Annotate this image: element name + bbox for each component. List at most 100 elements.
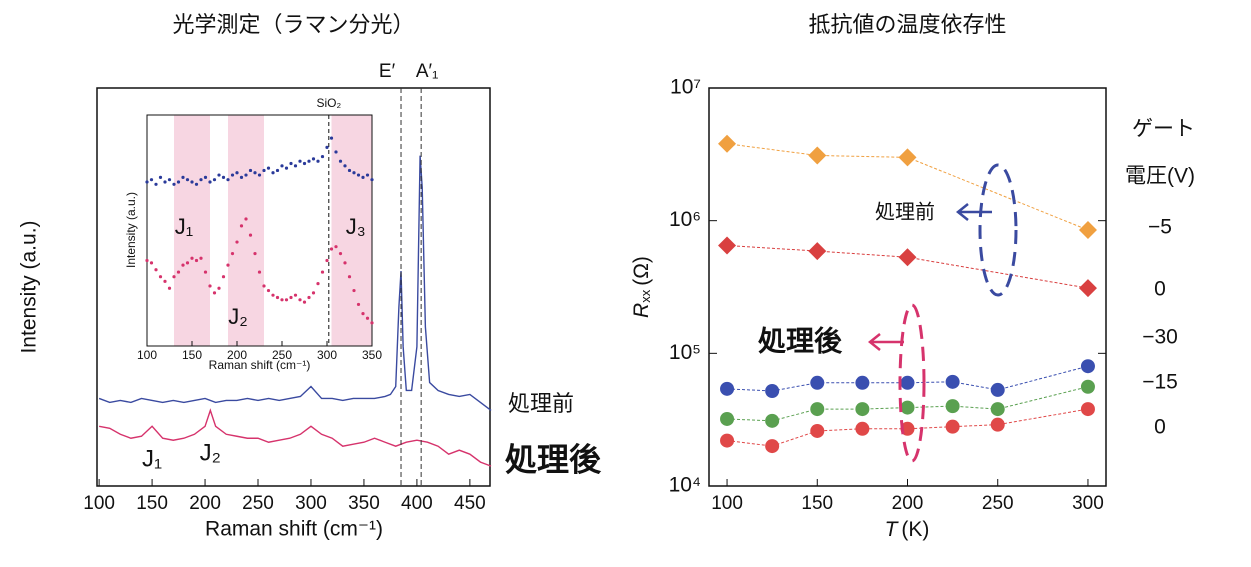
inset-point (320, 154, 325, 159)
inset-point (190, 180, 194, 184)
inset-point (302, 161, 307, 166)
y-tick-label: 10⁷ (670, 76, 701, 99)
inset-point (352, 171, 356, 175)
inset-point (203, 270, 208, 274)
inset-point (212, 178, 217, 182)
inset-point (145, 258, 149, 263)
legend-entry: 0 (1154, 416, 1166, 439)
y-label-unit: (Ω) (630, 256, 653, 286)
band-label: J₂ (228, 304, 248, 329)
inset-point (307, 295, 311, 300)
y-tick-label: 10⁵ (669, 341, 701, 364)
circle-marker (810, 375, 825, 390)
inset-point (185, 261, 190, 265)
inset-point (356, 302, 361, 307)
inset-point (230, 173, 235, 177)
inset-point (275, 168, 280, 173)
inset-point (248, 168, 253, 173)
series-label: 処理前 (508, 391, 574, 416)
inset-point (271, 293, 275, 297)
inset-point (325, 145, 329, 149)
annotation-ellipse (898, 303, 926, 463)
inset-point (167, 286, 172, 290)
x-tick-label: 200 (189, 493, 221, 514)
circle-marker (855, 402, 870, 417)
inset-x-label: Raman shift (cm⁻¹) (209, 358, 311, 372)
inset-point (257, 270, 262, 274)
inset-point (163, 180, 167, 184)
inset-point (208, 180, 212, 184)
inset-point (298, 298, 302, 302)
inset-point (163, 279, 167, 283)
inset-x-tick-label: 250 (272, 348, 292, 362)
x-label-symbol: T (885, 518, 900, 541)
legend-title: ゲート (1132, 118, 1195, 141)
circle-marker (810, 402, 825, 417)
inset-point (275, 295, 280, 300)
band-annotation: J₂ (200, 439, 221, 466)
inset-point (343, 261, 347, 265)
x-tick-label: 350 (348, 493, 380, 514)
series-line (98, 408, 492, 467)
inset-x-tick-label: 150 (182, 348, 202, 362)
x-tick-label: 400 (401, 493, 433, 514)
inset-point (334, 245, 338, 249)
legend-entry: 0 (1154, 278, 1166, 301)
diamond-marker (808, 242, 827, 261)
series-line (727, 365, 1089, 392)
inset-point (347, 275, 352, 279)
inset-point (149, 178, 154, 182)
inset-point (194, 258, 199, 263)
peak-label: A′₁ (416, 61, 439, 82)
circle-marker (945, 374, 960, 389)
inset-point (266, 288, 271, 293)
annotation-ellipse (978, 163, 1018, 297)
y-label-subscript: xx (638, 289, 653, 303)
inset-point (208, 284, 212, 288)
inset-point (176, 180, 181, 184)
inset-point (149, 261, 154, 265)
inset-point (262, 284, 266, 288)
inset-point (181, 263, 185, 267)
x-axis-label: Raman shift (cm⁻¹) (205, 518, 383, 541)
circle-marker (945, 419, 960, 434)
inset-point (365, 173, 370, 177)
inset-point (311, 291, 316, 295)
inset-point (325, 258, 329, 263)
series-line (98, 155, 492, 411)
inset-point (262, 168, 266, 173)
x-tick-label: 300 (1072, 493, 1104, 514)
circle-marker (900, 375, 915, 390)
inset-point (221, 275, 226, 279)
inset-point (154, 182, 158, 186)
diamond-marker (1078, 279, 1097, 298)
inset-point (226, 178, 230, 182)
x-label-unit: (K) (901, 518, 929, 541)
series-line (726, 408, 1089, 447)
inset-point (176, 270, 181, 274)
x-tick-label: 300 (295, 493, 327, 514)
inset-point (194, 182, 199, 186)
annotation: 処理前 (875, 200, 935, 223)
x-tick-label: 100 (83, 493, 115, 514)
x-tick-label: 450 (454, 493, 486, 514)
y-tick-label: 10⁴ (669, 474, 701, 497)
series-line (727, 244, 1089, 289)
inset-point (293, 164, 298, 168)
legend-entry: −30 (1142, 326, 1178, 349)
inset-point (199, 256, 203, 260)
inset-point (307, 159, 311, 163)
inset-point (185, 178, 190, 182)
inset-point (352, 288, 356, 293)
inset-point (235, 171, 239, 175)
inset-point (167, 178, 172, 182)
legend-entry: −5 (1148, 216, 1172, 239)
inset-point (365, 316, 370, 320)
y-axis-label: Rxx (Ω) (630, 256, 654, 318)
inset-point (244, 173, 248, 177)
band (174, 115, 210, 346)
inset-point (329, 136, 334, 140)
circle-marker (720, 381, 735, 396)
inset-point (320, 270, 325, 274)
inset-point (158, 175, 163, 179)
